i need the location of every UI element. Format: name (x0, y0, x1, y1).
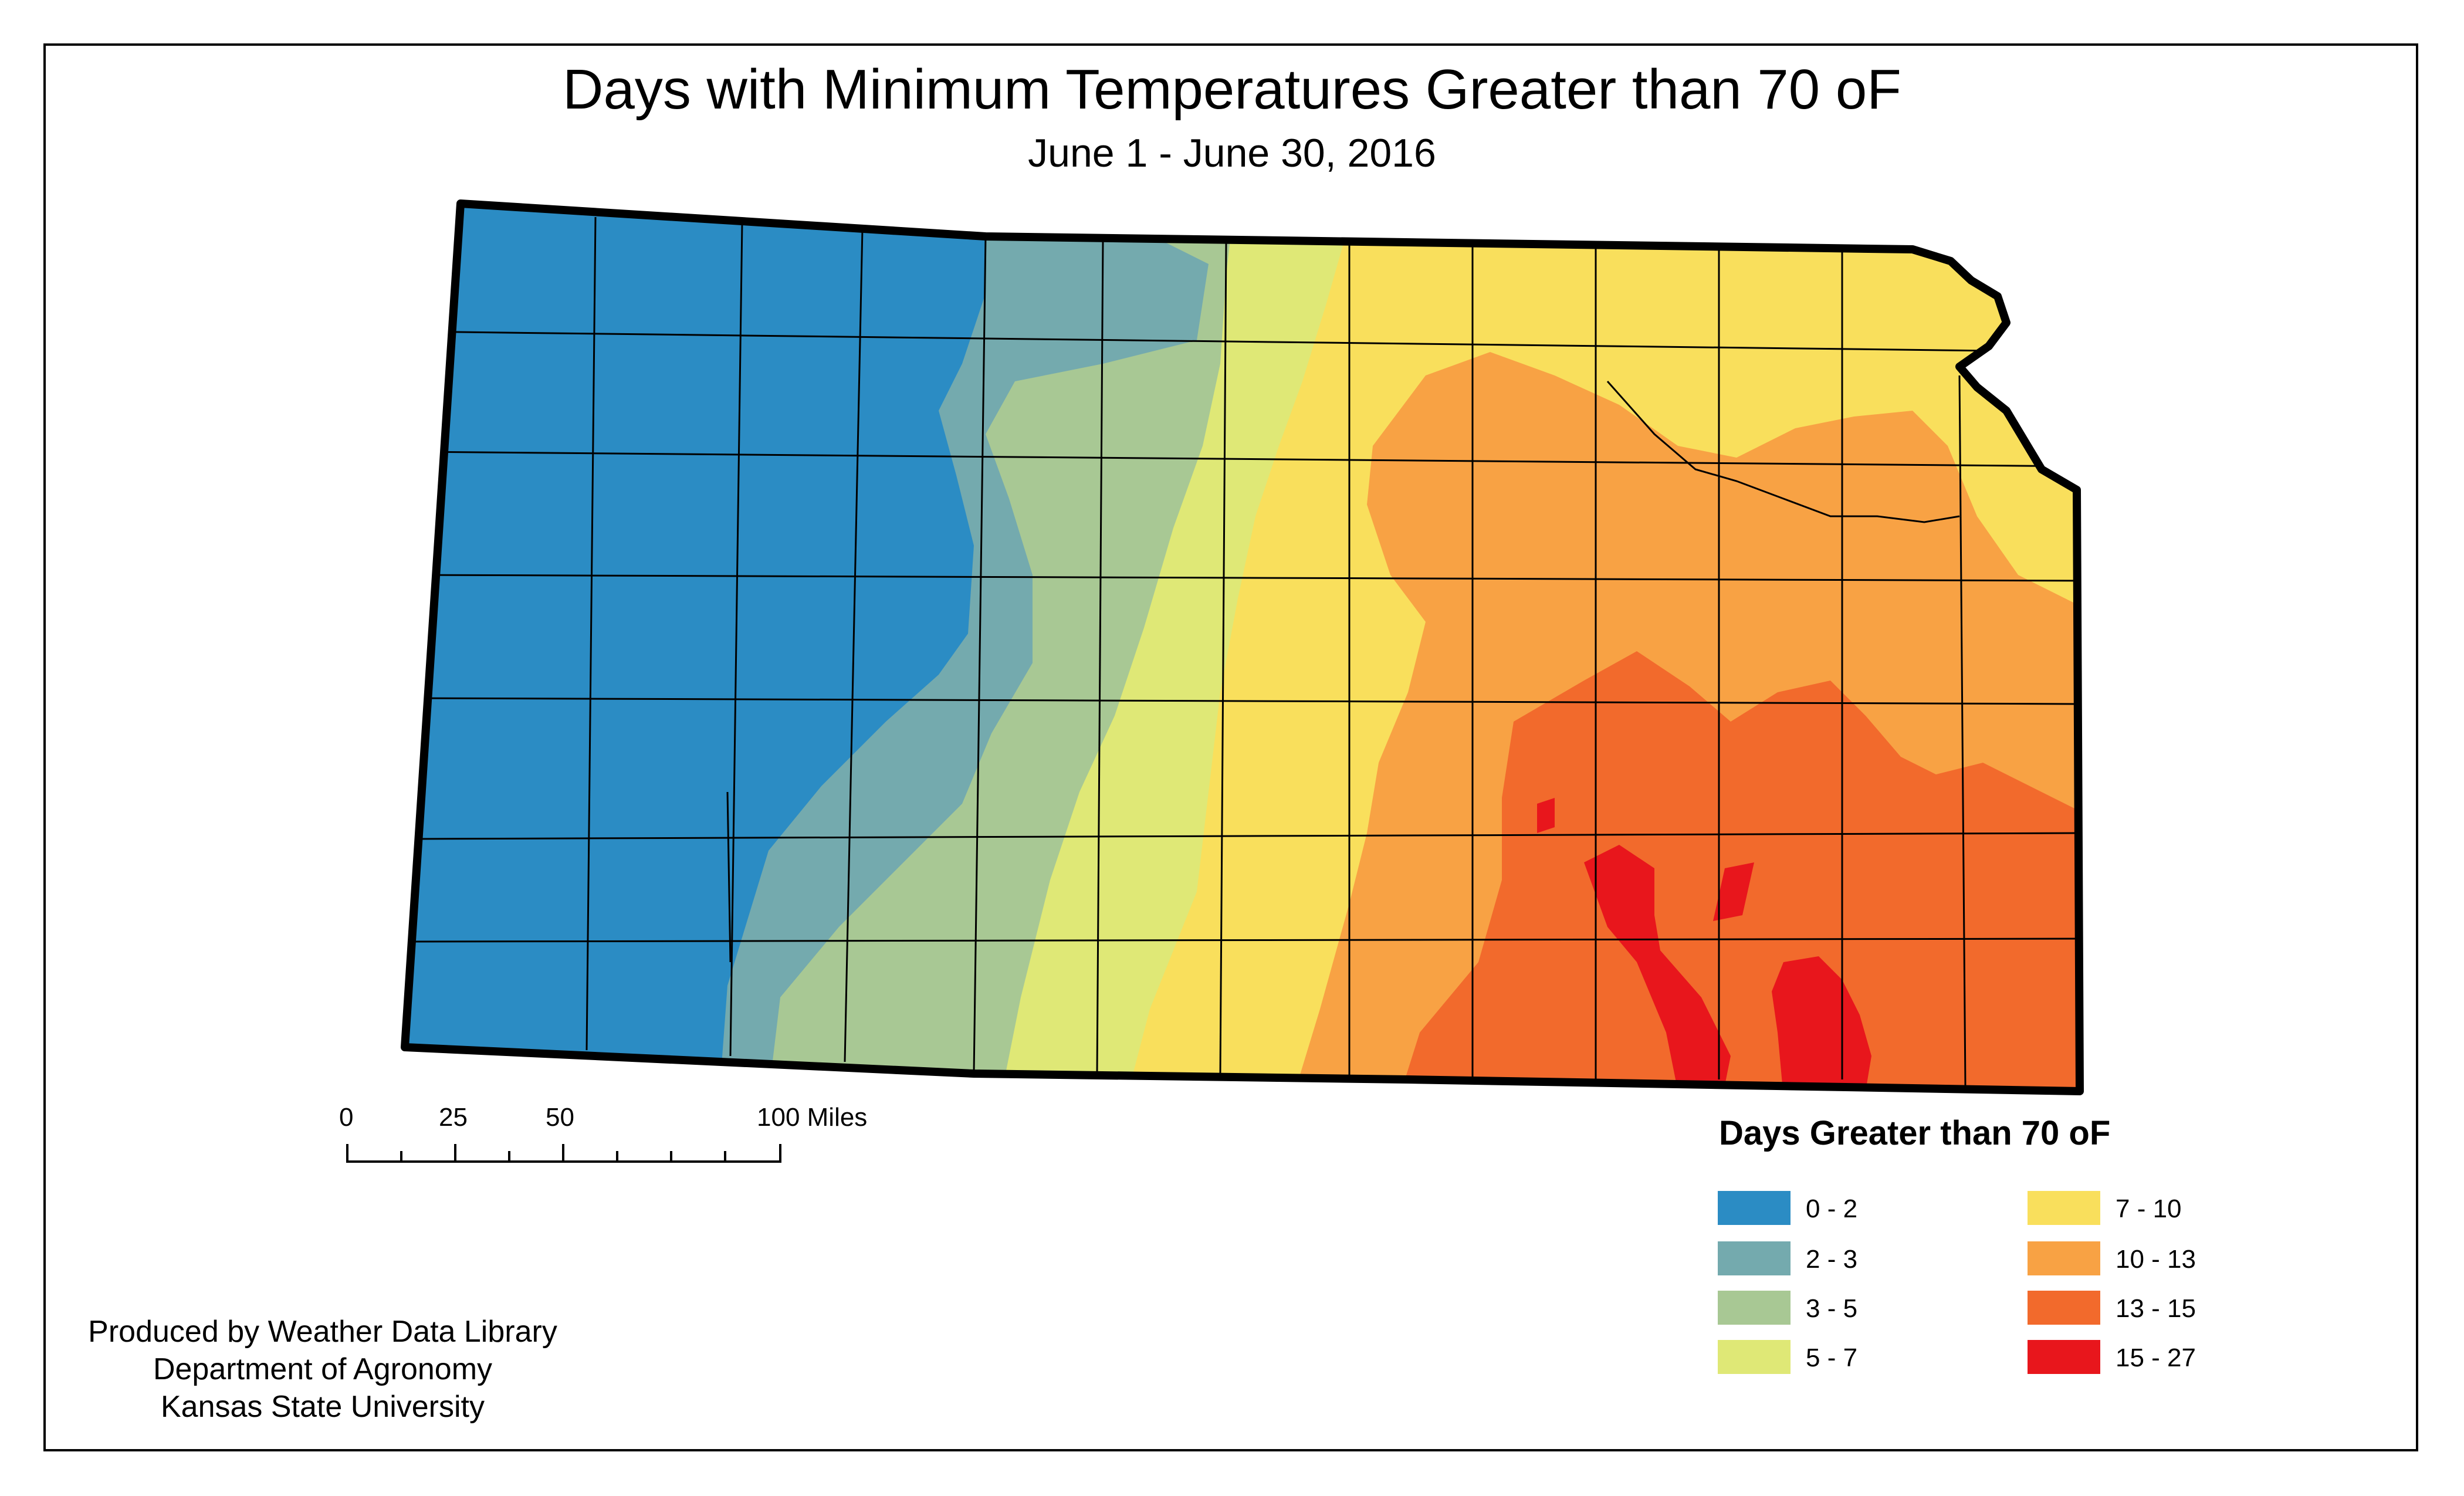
legend-swatch (2028, 1191, 2100, 1225)
legend-label: 13 - 15 (2116, 1294, 2196, 1323)
legend-swatch (2028, 1291, 2100, 1325)
legend-title: Days Greater than 70 oF (1719, 1114, 2111, 1152)
scale-label-100-miles: 100 Miles (757, 1103, 868, 1132)
legend-label: 7 - 10 (2116, 1194, 2182, 1223)
legend-label: 15 - 27 (2116, 1343, 2196, 1372)
legend-label: 0 - 2 (1806, 1194, 1858, 1223)
legend-swatch (1718, 1291, 1791, 1325)
scale-label-25: 25 (439, 1103, 468, 1132)
legend-label: 10 - 13 (2116, 1245, 2196, 1274)
legend-label: 3 - 5 (1806, 1294, 1858, 1323)
legend-swatch (2028, 1241, 2100, 1275)
kansas-state-outline (401, 199, 2084, 1095)
credits: Produced by Weather Data Library Departm… (65, 1313, 581, 1426)
zone-15-27 (1713, 862, 1754, 921)
legend-swatch (1718, 1340, 1791, 1374)
scale-label-50: 50 (546, 1103, 574, 1132)
scale-bar (346, 1144, 781, 1163)
county-boundaries (410, 216, 2080, 1086)
legend-swatch (2028, 1340, 2100, 1374)
map-title: Days with Minimum Temperatures Greater t… (563, 58, 1901, 121)
credits-line: Kansas State University (160, 1390, 485, 1424)
zone-15-27 (1772, 956, 1871, 1091)
credits-line: Produced by Weather Data Library (88, 1315, 557, 1349)
legend-swatch (1718, 1241, 1791, 1275)
legend-label: 5 - 7 (1806, 1343, 1858, 1372)
zone-15-27 (1537, 798, 1555, 833)
zone-15-27 (1584, 845, 1731, 1091)
legend-swatch (1718, 1191, 1791, 1225)
legend-label: 2 - 3 (1806, 1245, 1858, 1274)
zone-13-15 (1385, 651, 2080, 1091)
map-frame (43, 43, 2418, 1451)
scale-label-0: 0 (339, 1103, 354, 1132)
credits-line: Department of Agronomy (153, 1352, 493, 1386)
map-subtitle: June 1 - June 30, 2016 (1028, 131, 1436, 175)
